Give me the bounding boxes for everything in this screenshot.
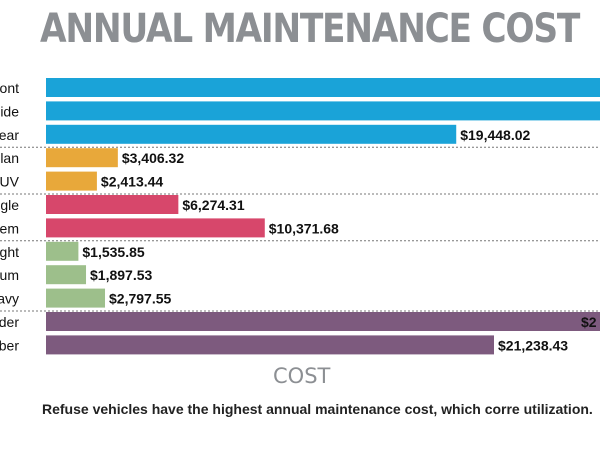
- data-label: $2: [581, 314, 597, 330]
- data-label: $1,897.53: [90, 267, 152, 283]
- bar: [46, 171, 97, 191]
- x-axis-label: COST: [273, 364, 331, 388]
- data-label: $2,797.55: [109, 291, 171, 307]
- bar: [46, 241, 79, 261]
- bar: [46, 195, 179, 214]
- data-label: $21,238.43: [498, 337, 568, 353]
- category-label: ear: [0, 127, 19, 143]
- category-label: gle: [0, 197, 19, 213]
- bar: [46, 124, 457, 144]
- data-label: $2,413.44: [101, 174, 163, 190]
- bar: [46, 78, 600, 97]
- bar: [46, 288, 106, 308]
- bar: [46, 265, 87, 285]
- category-label: ide: [0, 103, 19, 119]
- bar: [46, 101, 600, 121]
- category-label: ont: [0, 80, 19, 96]
- caption: Refuse vehicles have the highest annual …: [42, 401, 593, 417]
- category-label: der: [0, 314, 19, 330]
- category-label: ber: [0, 337, 19, 353]
- data-label: $19,448.02: [460, 127, 530, 143]
- bar: [46, 312, 600, 331]
- category-label: em: [0, 220, 19, 236]
- data-label: $6,274.31: [182, 197, 244, 213]
- category-label: avy: [0, 291, 19, 307]
- category-label: lan: [0, 150, 19, 166]
- bar: [46, 218, 265, 238]
- category-label: ght: [0, 244, 19, 260]
- category-label: UV: [0, 174, 20, 190]
- chart-title: ANNUAL MAINTENANCE COST: [40, 6, 580, 52]
- data-label: $1,535.85: [82, 244, 144, 260]
- category-label: um: [0, 267, 19, 283]
- data-label: $10,371.68: [269, 220, 339, 236]
- bar: [46, 335, 494, 355]
- bar: [46, 148, 118, 168]
- data-label: $3,406.32: [122, 150, 184, 166]
